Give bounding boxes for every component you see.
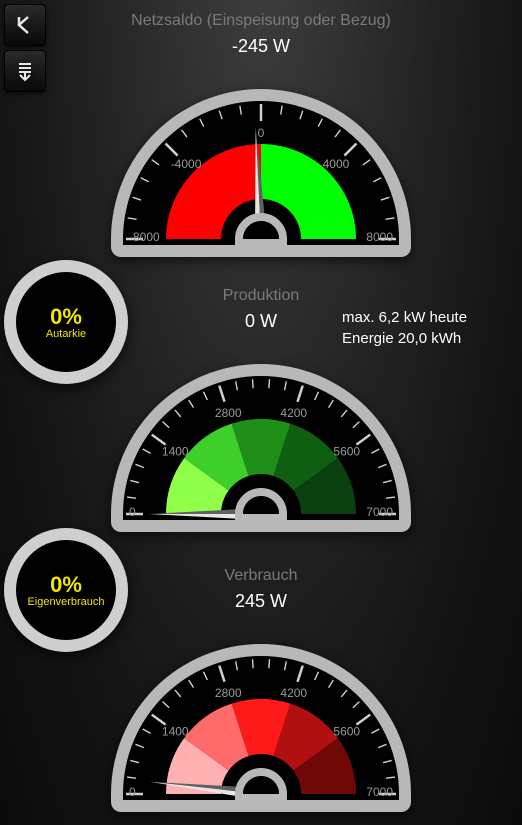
svg-text:0: 0	[129, 505, 136, 519]
svg-text:4000: 4000	[323, 157, 350, 171]
svg-text:5600: 5600	[333, 725, 360, 739]
svg-text:1400: 1400	[162, 725, 189, 739]
eigen-label: Eigenverbrauch	[27, 596, 104, 608]
net-title: Netzsaldo (Einspeisung oder Bezug)	[0, 12, 522, 30]
net-value: -245 W	[0, 36, 522, 57]
svg-text:7000: 7000	[366, 785, 393, 799]
prod-info-max: max. 6,2 kW heute	[342, 307, 467, 328]
svg-text:4200: 4200	[280, 686, 307, 700]
svg-text:8000: 8000	[366, 230, 393, 244]
svg-text:2800: 2800	[215, 406, 242, 420]
prod-gauge: 0 1400 2800 4200 5600 7000	[96, 342, 426, 532]
eigen-value: 0%	[50, 572, 82, 598]
svg-text:0: 0	[129, 785, 136, 799]
svg-text:2800: 2800	[215, 686, 242, 700]
eigen-ring: 0% Eigenverbrauch	[16, 540, 116, 640]
autarkie-value: 0%	[50, 304, 82, 330]
net-gauge: -8000 -4000 0 4000 8000	[96, 67, 426, 257]
svg-text:-4000: -4000	[171, 157, 202, 171]
svg-text:4200: 4200	[280, 406, 307, 420]
back-button[interactable]	[4, 4, 46, 46]
menu-down-icon	[14, 60, 36, 82]
menu-button[interactable]	[4, 50, 46, 92]
cons-gauge: 0 1400 2800 4200 5600 7000	[96, 622, 426, 812]
back-arrow-icon	[14, 14, 36, 36]
net-section: Netzsaldo (Einspeisung oder Bezug) -245 …	[0, 0, 522, 257]
svg-text:1400: 1400	[162, 445, 189, 459]
autarkie-ring: 0% Autarkie	[16, 272, 116, 372]
svg-text:-8000: -8000	[129, 230, 160, 244]
svg-text:0: 0	[258, 126, 265, 140]
svg-text:5600: 5600	[333, 445, 360, 459]
svg-text:7000: 7000	[366, 505, 393, 519]
autarkie-label: Autarkie	[46, 328, 86, 340]
